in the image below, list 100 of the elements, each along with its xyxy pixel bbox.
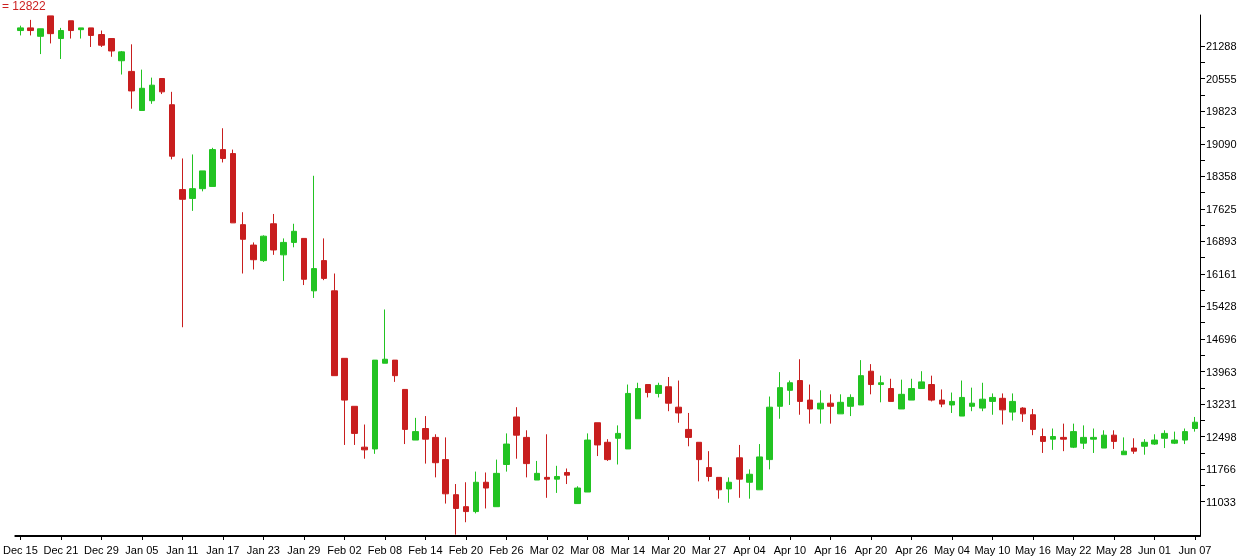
y-tick-label: 21288 xyxy=(1206,40,1237,53)
candlestick xyxy=(169,91,175,160)
x-tick-label: May 22 xyxy=(1055,543,1092,556)
candlestick xyxy=(685,412,692,447)
x-tick-label: Dec 29 xyxy=(83,543,119,556)
x-tick-label: Mar 08 xyxy=(570,543,605,556)
candlestick xyxy=(989,392,996,416)
candlestick xyxy=(392,359,398,383)
candlestick xyxy=(766,396,773,470)
candlestick xyxy=(372,359,378,455)
candlestick xyxy=(625,384,631,450)
x-tick-label: Jan 29 xyxy=(287,543,321,556)
candlestick xyxy=(88,27,94,48)
x-tick-label: Feb 20 xyxy=(448,543,484,556)
candlestick xyxy=(777,371,783,420)
candlestick xyxy=(230,149,236,224)
candlestick xyxy=(220,127,226,163)
candlestick xyxy=(1050,428,1056,451)
candlestick xyxy=(1060,423,1067,452)
candlestick xyxy=(635,382,641,420)
candlestick xyxy=(270,213,277,256)
candlestick xyxy=(361,424,368,460)
x-tick-label: Feb 02 xyxy=(327,543,362,556)
x-tick-label: May 28 xyxy=(1095,543,1132,556)
candlestick xyxy=(513,406,520,460)
candlestick xyxy=(1171,431,1178,445)
candlestick xyxy=(797,358,803,416)
x-tick-label: Jan 05 xyxy=(125,543,159,556)
candlestick xyxy=(209,147,216,187)
x-tick-label: Mar 27 xyxy=(691,543,727,556)
x-tick-label: May 16 xyxy=(1014,543,1051,556)
candlestick xyxy=(442,436,449,505)
candlestick xyxy=(301,237,307,286)
candlestick xyxy=(969,387,975,412)
candlestick xyxy=(939,388,945,408)
candlestick xyxy=(260,234,267,263)
candlestick xyxy=(108,38,115,58)
candlestick xyxy=(422,415,429,465)
candlestick xyxy=(878,375,884,403)
y-tick-label: 20555 xyxy=(1206,72,1237,85)
y-tick-label: 16161 xyxy=(1206,267,1237,280)
x-tick-label: Jun 07 xyxy=(1178,543,1212,556)
y-tick-label: 13231 xyxy=(1206,398,1237,411)
candlestick xyxy=(139,69,145,111)
candlestick xyxy=(1080,424,1087,450)
candlestick xyxy=(594,422,601,457)
x-tick-label: Feb 26 xyxy=(489,543,524,556)
candlestick xyxy=(483,471,489,509)
candlestick xyxy=(827,393,834,425)
candlestick xyxy=(159,78,165,95)
candlestick xyxy=(807,384,813,425)
candlestick xyxy=(321,237,327,281)
candlestick xyxy=(27,19,34,36)
candlestick xyxy=(534,460,540,481)
candlestick xyxy=(645,384,651,398)
candlestick xyxy=(503,432,510,473)
candlestick xyxy=(1090,428,1097,454)
x-tick-label: Jan 17 xyxy=(206,543,240,556)
candlestick xyxy=(675,380,682,424)
candlestick xyxy=(1111,429,1117,450)
candlestick xyxy=(959,380,965,417)
candlestick xyxy=(149,77,155,105)
candlestick xyxy=(291,223,297,248)
candlestick xyxy=(1121,436,1127,456)
candlestick xyxy=(68,20,74,40)
candlestick xyxy=(574,485,581,505)
candlestick xyxy=(280,237,287,282)
y-tick-label: 17625 xyxy=(1206,202,1237,215)
x-tick-label: Dec 15 xyxy=(2,543,38,556)
candlestick xyxy=(837,393,844,415)
x-tick-label: Feb 14 xyxy=(408,543,443,556)
x-tick-label: Jan 23 xyxy=(246,543,280,556)
candlestick xyxy=(17,25,24,36)
candlestick xyxy=(696,441,702,482)
y-tick-label: 18358 xyxy=(1206,170,1237,183)
candlestick xyxy=(128,43,135,110)
candlestick xyxy=(250,241,257,270)
y-tick-label: 19823 xyxy=(1206,105,1237,118)
candlestick xyxy=(78,27,84,40)
text: = 12822 xyxy=(2,0,47,13)
candlestick xyxy=(493,459,500,508)
candlestick xyxy=(98,30,105,48)
candlestick xyxy=(331,273,338,377)
candlestick xyxy=(311,175,317,299)
candlestick xyxy=(1192,416,1198,433)
x-tick-label: Jun 01 xyxy=(1137,543,1171,556)
candlestick xyxy=(716,476,722,500)
candlestick xyxy=(949,392,955,414)
candlestick xyxy=(564,467,570,485)
candlestick xyxy=(706,450,712,482)
candlestick xyxy=(432,433,439,478)
x-tick-label: Mar 02 xyxy=(529,543,565,556)
candlestick xyxy=(736,444,743,499)
x-tick-label: Feb 08 xyxy=(367,543,403,556)
candlestick xyxy=(726,476,732,504)
candlestick xyxy=(544,433,550,499)
candlestick xyxy=(523,429,530,478)
x-tick-label: Apr 04 xyxy=(733,543,766,556)
candlestick xyxy=(908,378,915,401)
candlestick xyxy=(189,153,196,212)
